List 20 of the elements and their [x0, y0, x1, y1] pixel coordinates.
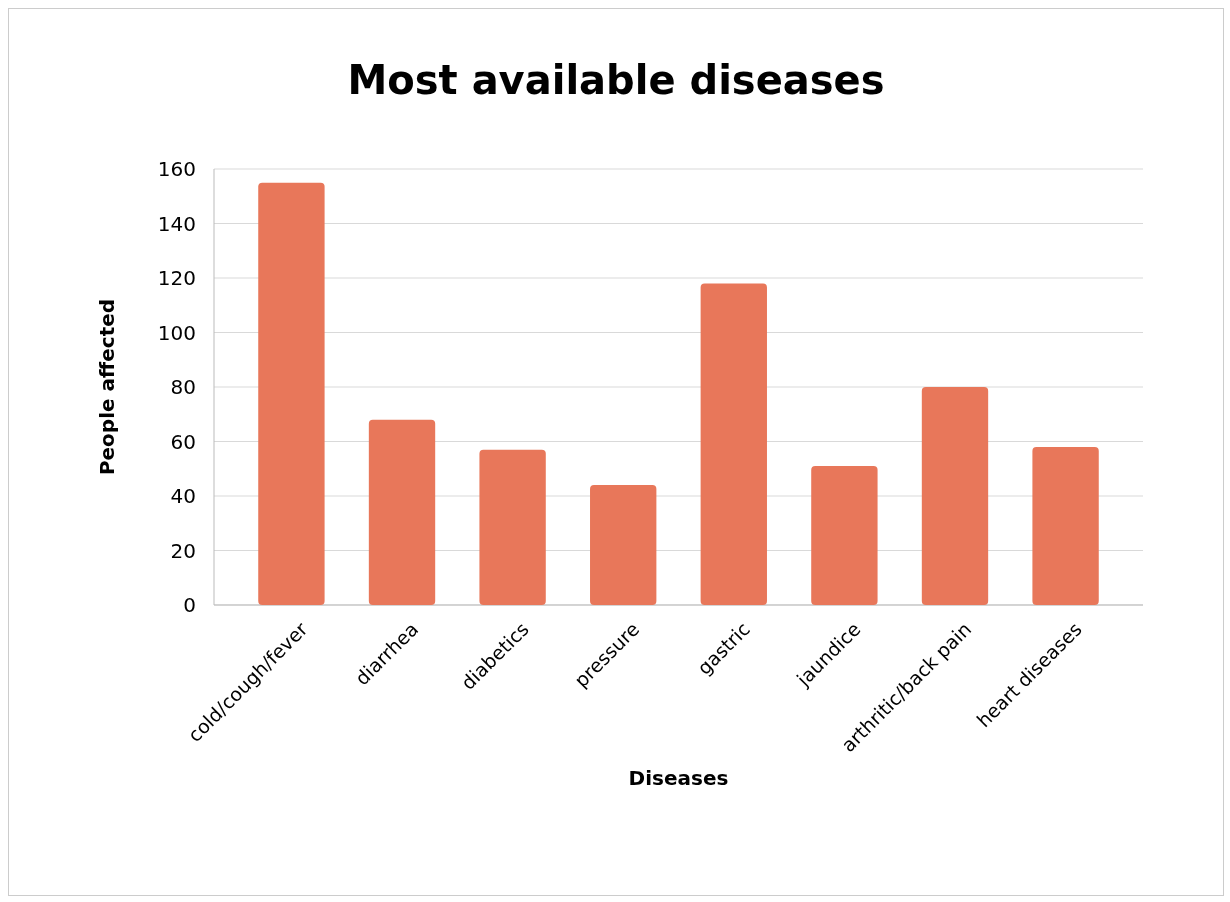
y-tick-label: 0 — [183, 593, 196, 617]
chart-title: Most available diseases — [347, 57, 885, 103]
y-tick-label: 40 — [170, 484, 196, 508]
y-tick-label: 160 — [157, 157, 196, 181]
bar — [590, 485, 657, 605]
bar — [258, 182, 325, 605]
y-tick-label: 60 — [170, 429, 196, 454]
bar — [368, 419, 436, 605]
y-tick-label: 140 — [157, 211, 196, 236]
y-axis-title: People affected — [95, 298, 119, 476]
y-tick-label: 20 — [170, 538, 196, 563]
x-axis-title: Diseases — [628, 766, 729, 790]
bar — [1032, 446, 1099, 605]
y-tick-label: 100 — [157, 320, 196, 345]
y-tick-label: 120 — [157, 266, 196, 290]
bar — [479, 449, 546, 605]
bar — [811, 466, 878, 605]
bar — [921, 387, 989, 605]
bar — [700, 283, 767, 605]
y-tick-label: 80 — [170, 375, 196, 399]
